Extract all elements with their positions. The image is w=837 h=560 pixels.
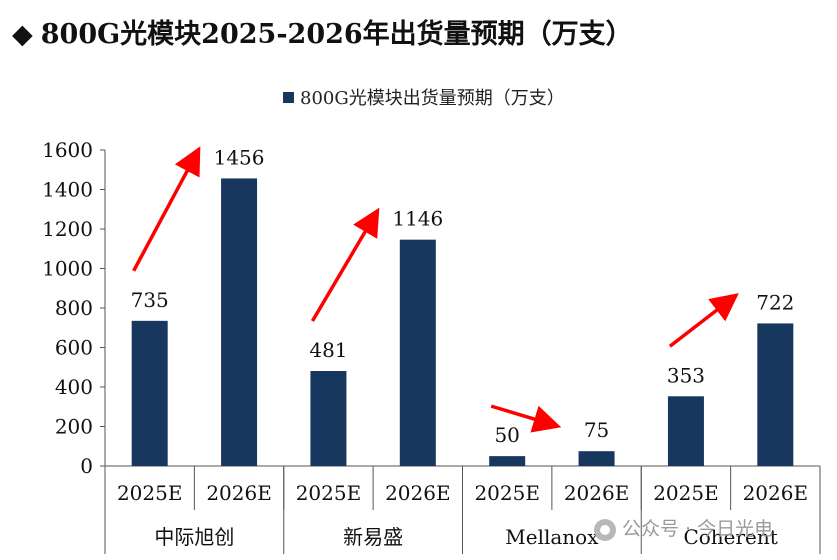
x-tick-label: 2026E xyxy=(385,481,451,505)
growth-arrow xyxy=(310,207,380,322)
y-tick-label: 1000 xyxy=(42,257,93,281)
x-tick-label: 2025E xyxy=(474,481,540,505)
x-tick-label: 2026E xyxy=(206,481,272,505)
x-tick-label: 2025E xyxy=(296,481,362,505)
chart-value-labels: 735 1456 481 1146 50 75 353 722 xyxy=(131,145,795,447)
bar-value-label: 722 xyxy=(756,290,794,314)
bar xyxy=(310,371,347,466)
bar-value-label: 353 xyxy=(667,363,705,387)
growth-arrow xyxy=(668,293,739,348)
x-tick-label: 2025E xyxy=(117,481,183,505)
wechat-icon xyxy=(594,518,616,541)
bar-value-label: 50 xyxy=(494,423,519,447)
chart-legend: 800G光模块出货量预期（万支） xyxy=(283,88,565,109)
bar-value-label: 75 xyxy=(584,418,609,442)
bar xyxy=(489,456,526,466)
growth-arrow xyxy=(132,146,201,272)
group-label: Mellanox xyxy=(505,525,599,549)
page-title-text: 800G光模块2025-2026年出货量预期（万支） xyxy=(40,19,633,50)
legend-label: 800G光模块出货量预期（万支） xyxy=(300,88,565,109)
y-tick-label: 200 xyxy=(55,415,93,439)
x-tick-label: 2025E xyxy=(653,481,719,505)
group-label: Coherent xyxy=(683,525,777,549)
y-tick-label: 800 xyxy=(55,296,93,320)
bar-value-label: 481 xyxy=(309,338,347,362)
chart-arrows xyxy=(132,146,739,433)
bar xyxy=(399,239,436,466)
bar xyxy=(757,323,794,466)
chart-bars xyxy=(131,178,794,466)
growth-arrow xyxy=(490,404,562,433)
bar xyxy=(578,451,615,466)
y-tick-label: 600 xyxy=(55,336,93,360)
y-tick-label: 1400 xyxy=(42,178,93,202)
y-tick-label: 1600 xyxy=(42,138,93,162)
x-tick-label: 2026E xyxy=(564,481,630,505)
page-title: ◆ 800G光模块2025-2026年出货量预期（万支） xyxy=(12,12,633,51)
group-label: 新易盛 xyxy=(343,525,403,549)
group-label: 中际旭创 xyxy=(154,525,234,549)
bar-value-label: 735 xyxy=(131,288,169,312)
chart-axes: 0 200 400 600 800 1000 1200 1400 1600 2025E 2026E 2… xyxy=(42,138,821,554)
y-tick-label: 1200 xyxy=(42,217,93,241)
x-tick-label: 2026E xyxy=(743,481,809,505)
watermark-text: 公众号 · 今日光电 xyxy=(622,518,774,540)
bar xyxy=(221,178,258,466)
y-tick-label: 0 xyxy=(80,454,93,478)
bar-value-label: 1146 xyxy=(392,207,443,231)
bar-value-label: 1456 xyxy=(214,145,265,169)
y-tick-label: 400 xyxy=(55,375,93,399)
bar xyxy=(131,320,168,466)
diamond-icon: ◆ xyxy=(12,19,33,50)
legend-swatch xyxy=(283,92,294,103)
bar xyxy=(667,396,704,466)
watermark: 公众号 · 今日光电 xyxy=(594,514,773,541)
